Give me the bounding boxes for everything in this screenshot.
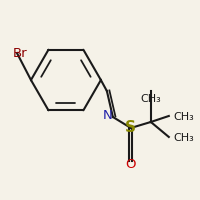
- Text: S: S: [125, 120, 136, 135]
- Text: CH₃: CH₃: [174, 112, 195, 122]
- Text: O: O: [126, 158, 136, 171]
- Text: Br: Br: [13, 47, 28, 60]
- Text: CH₃: CH₃: [140, 94, 161, 104]
- Text: CH₃: CH₃: [174, 133, 195, 143]
- Text: N: N: [102, 109, 112, 122]
